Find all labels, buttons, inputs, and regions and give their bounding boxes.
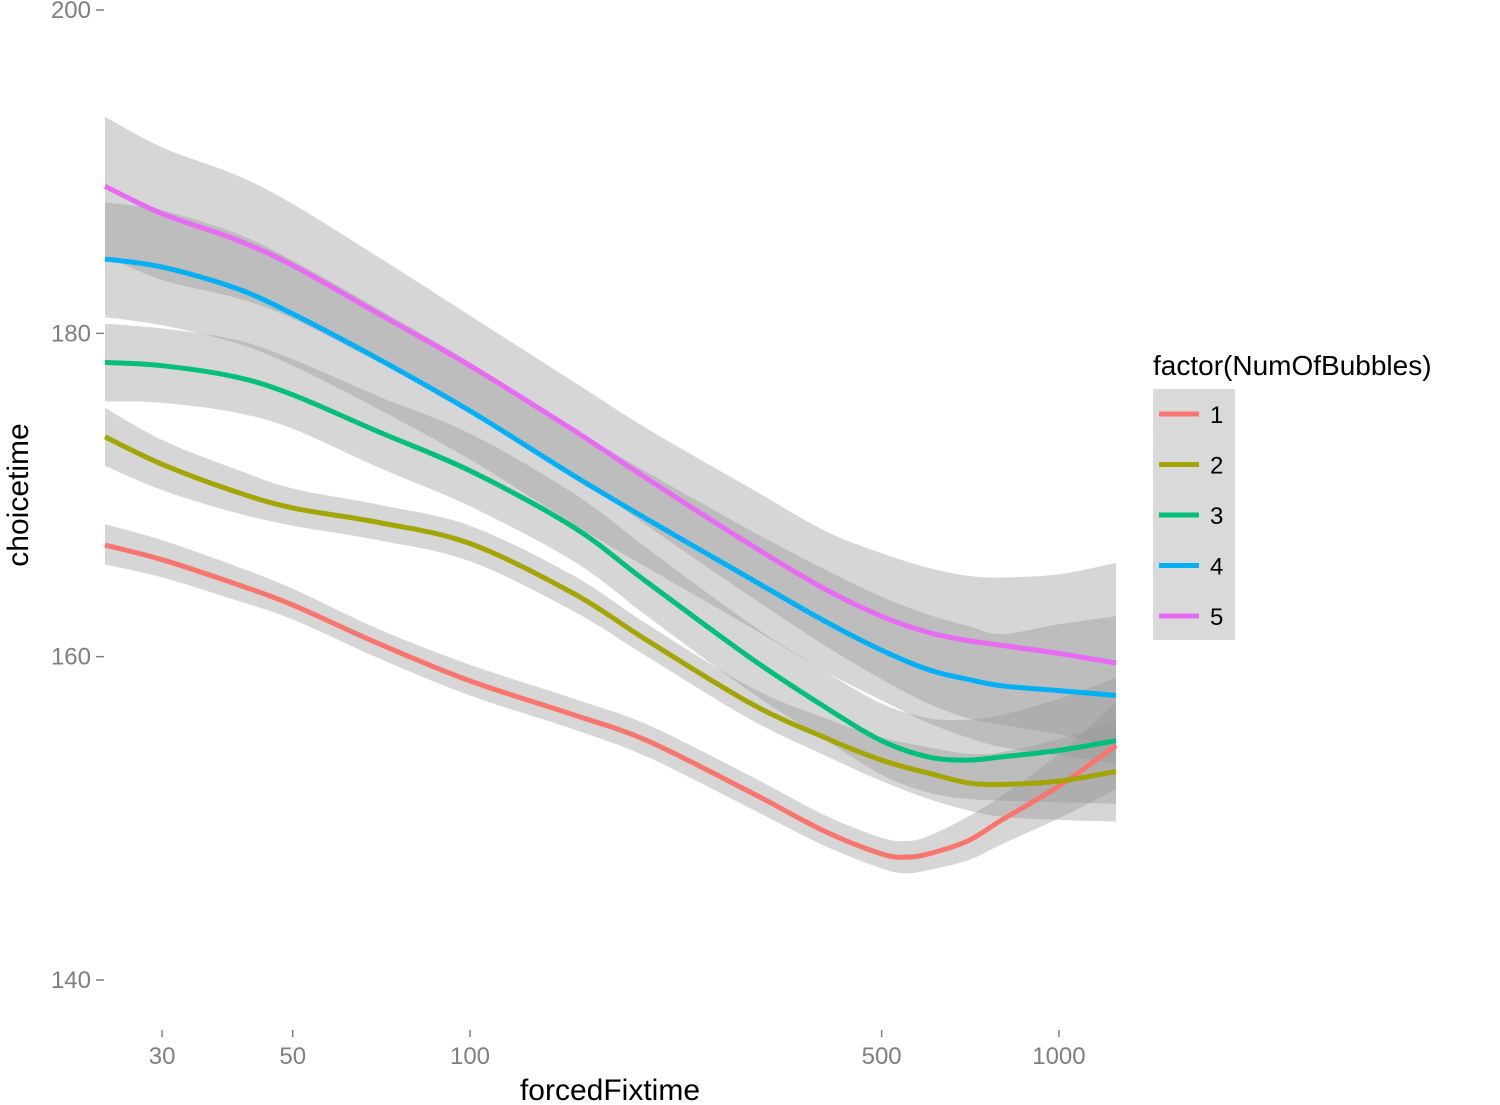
confidence-band-5: [105, 116, 1116, 748]
x-axis-title: forcedFixtime: [520, 1074, 700, 1105]
x-tick-label: 50: [279, 1043, 306, 1070]
legend-items: 1 2 3 4 5: [1159, 402, 1223, 631]
series-lines: [103, 183, 1118, 860]
series-line-2: [103, 434, 1117, 788]
series-line-5: [103, 183, 1117, 666]
series-line-1: [104, 542, 1118, 860]
confidence-band-3: [105, 323, 1116, 804]
x-tick-label: 30: [149, 1043, 176, 1070]
confidence-band-4: [105, 202, 1116, 764]
y-axis-title: choicetime: [2, 423, 35, 566]
legend: factor(NumOfBubbles) 1 2 3 4 5: [1153, 350, 1432, 640]
series-line-3: [104, 359, 1117, 763]
x-tick-label: 1000: [1032, 1043, 1085, 1070]
y-axis: 140 160 180 200: [51, 0, 104, 994]
x-axis: 30 50 100 500 1000: [149, 1030, 1086, 1070]
x-tick-label: 500: [862, 1043, 902, 1070]
legend-label-4: 4: [1210, 554, 1223, 581]
legend-label-2: 2: [1210, 453, 1223, 480]
series-line-4: [104, 256, 1117, 698]
y-tick-label: 180: [51, 320, 91, 347]
confidence-band-1: [105, 524, 1116, 874]
y-tick-label: 160: [51, 644, 91, 671]
x-tick-label: 100: [450, 1043, 490, 1070]
y-tick-label: 140: [51, 967, 91, 994]
legend-label-3: 3: [1210, 503, 1223, 530]
y-tick-label: 200: [51, 0, 91, 24]
legend-title: factor(NumOfBubbles): [1153, 350, 1432, 381]
legend-label-5: 5: [1210, 604, 1223, 631]
legend-label-1: 1: [1210, 402, 1223, 429]
